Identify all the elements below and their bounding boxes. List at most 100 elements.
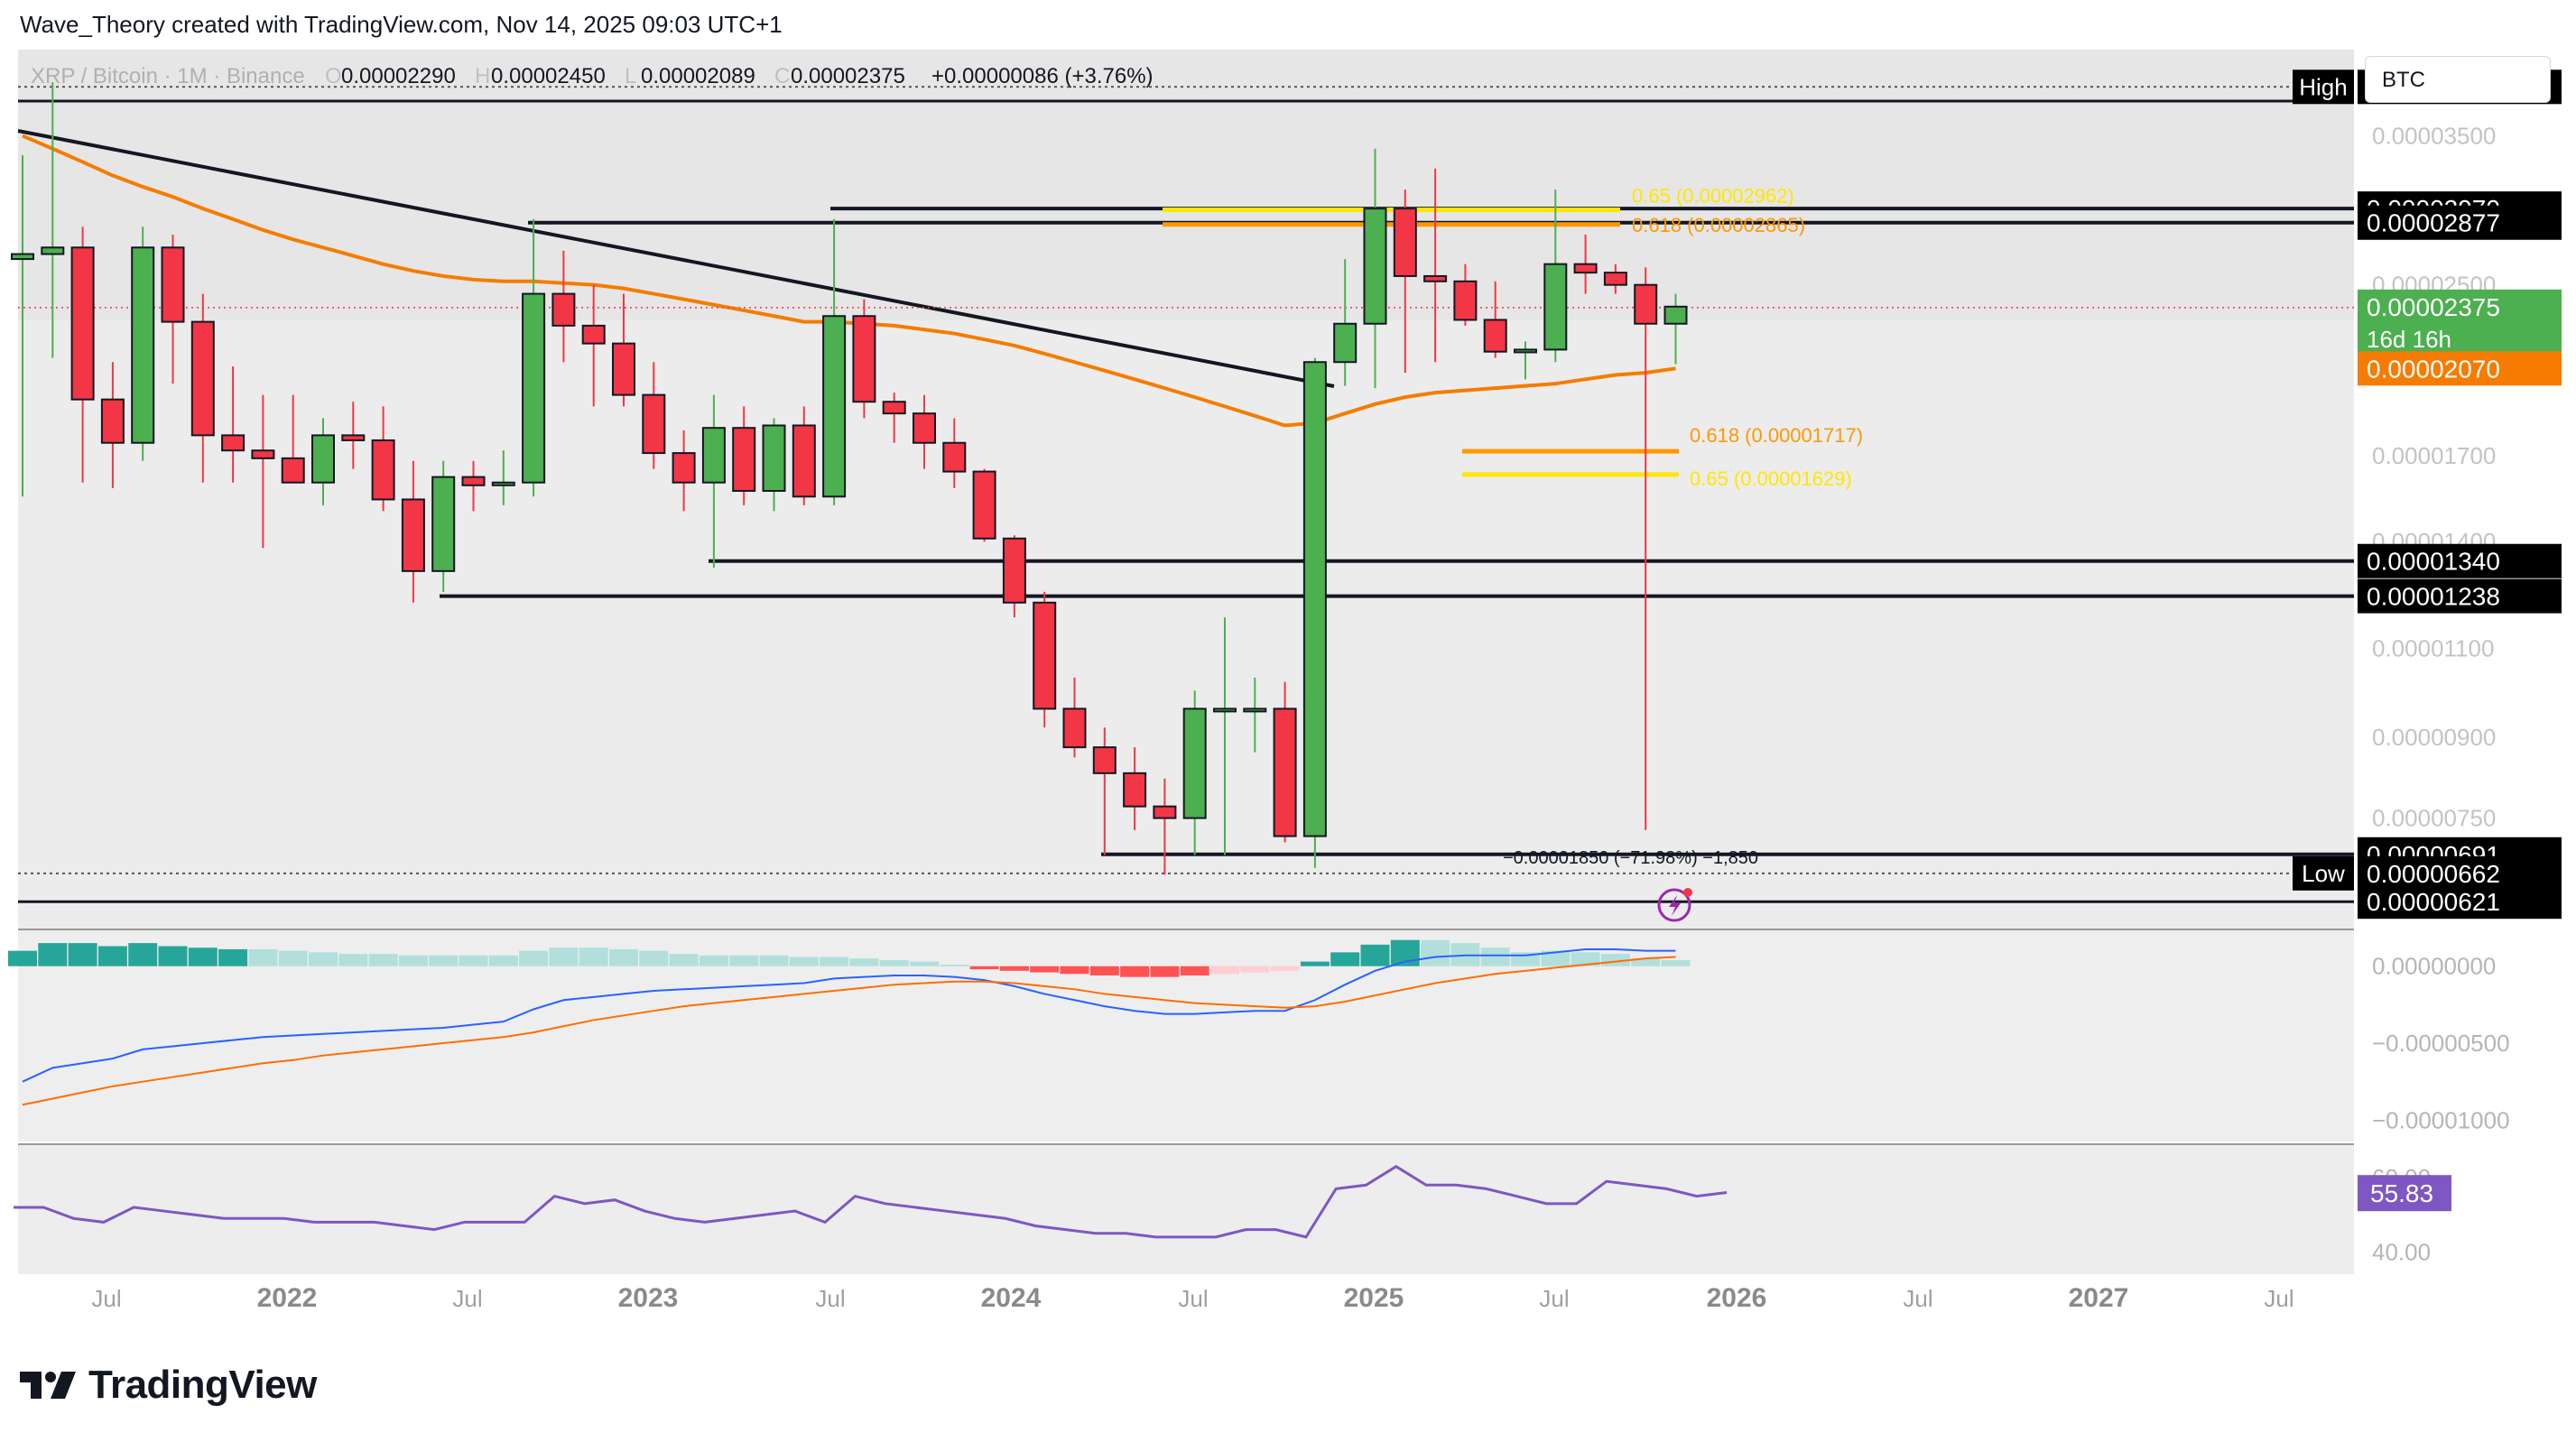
macd-histogram-bar <box>1541 950 1571 966</box>
time-tick-label: 2023 <box>618 1283 679 1313</box>
macd-histogram-bar <box>759 955 789 966</box>
tradingview-logo[interactable]: TradingView <box>20 1363 317 1408</box>
price-tick-label: 0.00000750 <box>2372 805 2496 832</box>
macd-histogram-bar <box>188 947 218 966</box>
candle-body <box>1423 274 1448 282</box>
notification-dot-icon <box>1683 888 1692 897</box>
macd-histogram-bar <box>820 957 849 966</box>
candle-body <box>1543 263 1568 351</box>
rsi-line <box>14 1164 1728 1239</box>
rsi-tick-label: 40.00 <box>2372 1238 2431 1265</box>
candle-body <box>190 320 215 437</box>
macd-histogram-bar <box>1300 961 1330 966</box>
candle-body <box>1213 707 1237 713</box>
candle-body <box>942 441 967 473</box>
macd-histogram-bar <box>38 943 68 966</box>
candle-body <box>1033 601 1057 710</box>
price-label-box <box>2358 543 2562 578</box>
macd-histogram-bar <box>8 950 37 966</box>
macd-histogram-bar <box>97 946 127 966</box>
rsi-value-label: 55.83 <box>2370 1179 2433 1207</box>
legend-l-label: L <box>625 64 636 88</box>
macd-histogram-bar <box>158 946 188 966</box>
legend-change: +0.00000086 (+3.76%) <box>931 64 1154 88</box>
legend-c-value: 0.00002375 <box>791 64 905 88</box>
candle-body <box>701 427 726 484</box>
macd-histogram-bar <box>338 954 368 966</box>
macd-histogram-bar <box>729 955 759 966</box>
time-tick-label: Jul <box>452 1285 482 1312</box>
signal-line <box>22 956 1676 1106</box>
macd-histogram-bar <box>1240 966 1270 973</box>
price-axis <box>2354 50 2562 1274</box>
candle-body <box>642 393 666 455</box>
price-label-text: 0.00002375 <box>2367 293 2500 321</box>
candle-body <box>1002 537 1026 604</box>
macd-histogram-bar <box>218 948 248 966</box>
candle-body <box>1514 348 1537 354</box>
countdown-label: 16d 16h <box>2367 326 2451 353</box>
legend-o-label: O <box>325 64 342 88</box>
time-tick-label: Jul <box>1178 1285 1208 1312</box>
candle-body <box>1273 707 1297 837</box>
candle-body <box>1153 805 1177 819</box>
time-tick-label: 2027 <box>2069 1283 2129 1313</box>
macd-pane <box>18 929 2354 1142</box>
macd-histogram-bar <box>1330 952 1360 966</box>
candle-body <box>1453 280 1478 321</box>
candle-body <box>131 246 155 444</box>
price-label-box <box>2358 289 2562 358</box>
candle-body <box>551 292 576 327</box>
macd-histogram-bar <box>368 954 398 966</box>
candle-body <box>461 476 486 486</box>
price-label-text: 0.00000662 <box>2367 860 2500 888</box>
candle-body <box>913 412 936 444</box>
price-label-box <box>2358 351 2562 386</box>
candle-body <box>1182 707 1207 819</box>
trend-line <box>17 129 1335 388</box>
legend-l-value: 0.00002089 <box>641 64 755 88</box>
time-tick-label: 2022 <box>257 1283 318 1313</box>
candle-body <box>401 498 425 572</box>
rsi-pane <box>18 1144 2354 1274</box>
price-tick-label: 0.00001100 <box>2372 635 2494 662</box>
macd-histogram-bar <box>248 948 278 966</box>
candle-body <box>882 401 906 415</box>
candle-body <box>672 452 696 484</box>
fib-label: 0.618 (0.00002865) <box>1632 214 1805 236</box>
candle-body <box>822 315 847 498</box>
macd-histogram-bar <box>1421 939 1450 966</box>
price-label-text: 0.00001238 <box>2367 583 2500 611</box>
macd-histogram-bar <box>609 948 638 966</box>
candle-body <box>1333 322 1357 364</box>
candle-body <box>972 470 996 540</box>
price-tag-box <box>2293 69 2354 105</box>
measure-label: −0.00001850 (−71.98%) −1,850 <box>1503 848 1758 868</box>
candle-body <box>1062 707 1087 749</box>
moving-average-line <box>22 134 1676 428</box>
candle-body <box>70 246 95 401</box>
macd-histogram-bar <box>519 950 549 966</box>
candle-body <box>431 476 456 572</box>
price-label-text: 0.00001340 <box>2367 548 2500 576</box>
time-tick-label: Jul <box>815 1285 845 1312</box>
price-tag-text: Low <box>2302 860 2345 887</box>
macd-histogram-bar <box>488 955 518 966</box>
legend-c-label: C <box>774 64 790 88</box>
fib-label: 0.65 (0.00001629) <box>1690 467 1852 490</box>
macd-tick-label: −0.00000500 <box>2372 1030 2510 1057</box>
legend-h-value: 0.00002450 <box>491 64 606 88</box>
candle-body <box>491 481 515 486</box>
price-tick-label: 0.00003500 <box>2372 123 2496 150</box>
macd-histogram-bar <box>1360 944 1390 966</box>
time-tick-label: 2025 <box>1344 1283 1404 1313</box>
macd-histogram-bar <box>849 958 879 966</box>
macd-histogram-bar <box>940 965 969 966</box>
candle-body <box>1663 305 1688 325</box>
macd-histogram-bar <box>459 955 488 966</box>
macd-tick-label: 0.00000000 <box>2372 953 2496 980</box>
currency-selector[interactable]: BTC <box>2365 56 2551 103</box>
time-tick-label: Jul <box>2264 1285 2293 1312</box>
lightning-icon <box>1657 888 1691 922</box>
